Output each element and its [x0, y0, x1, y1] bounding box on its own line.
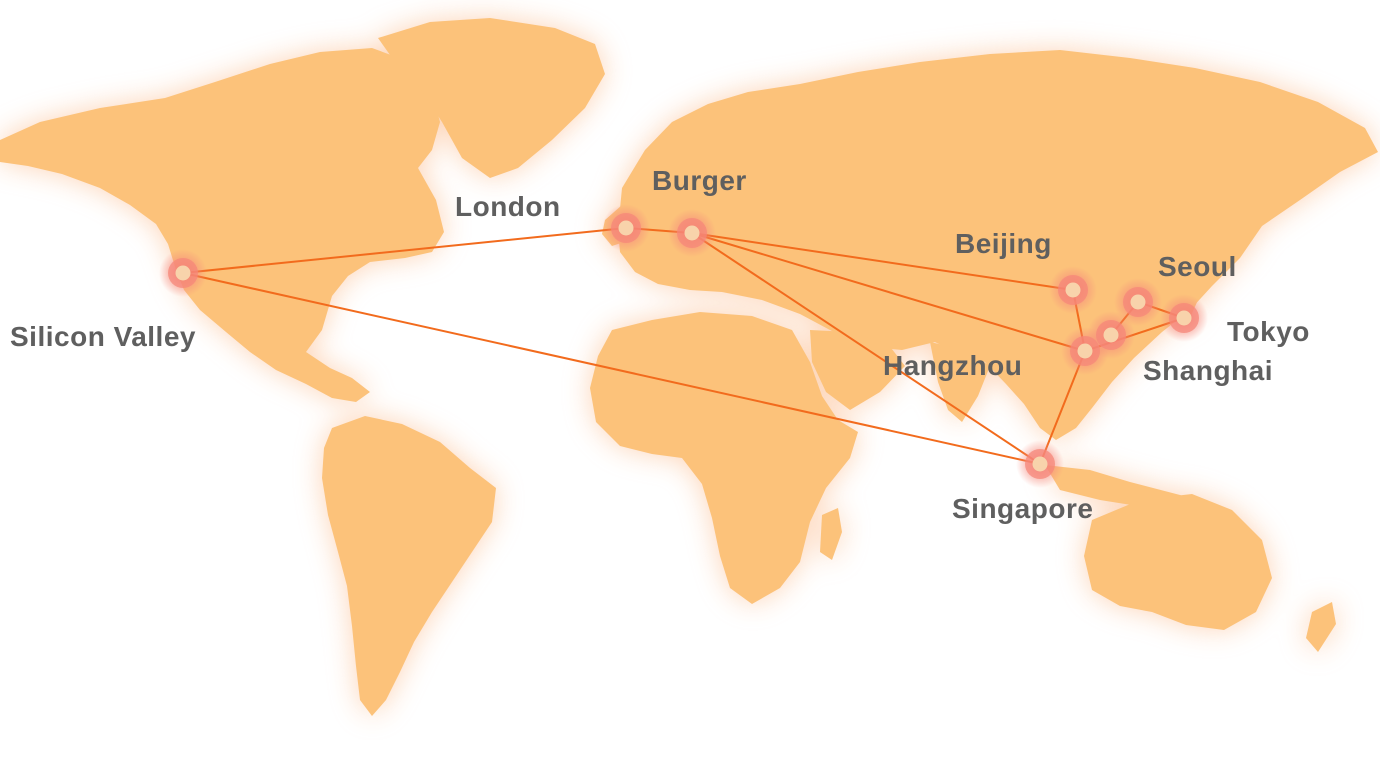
marker-dot: [684, 225, 700, 241]
marker-dot: [1176, 310, 1192, 326]
city-marker-silicon-valley[interactable]: [159, 249, 207, 297]
route-burger-to-hangzhou: [691, 232, 1086, 352]
city-label-tokyo: Tokyo: [1227, 316, 1310, 347]
greenland-landmass: [378, 18, 605, 178]
city-label-shanghai: Shanghai: [1143, 355, 1274, 386]
marker-dot: [618, 220, 634, 236]
city-marker-hangzhou[interactable]: [1061, 327, 1109, 375]
city-label-beijing: Beijing: [955, 228, 1052, 259]
city-marker-tokyo[interactable]: [1160, 294, 1208, 342]
new-zealand-landmass: [1306, 602, 1336, 652]
route-burger-to-beijing: [691, 232, 1074, 291]
marker-dot: [1077, 343, 1093, 359]
marker-dot: [1065, 282, 1081, 298]
continents: [0, 18, 1378, 716]
marker-dot: [1103, 327, 1119, 343]
city-marker-singapore[interactable]: [1016, 440, 1064, 488]
city-label-hangzhou: Hangzhou: [883, 350, 1023, 381]
city-marker-beijing[interactable]: [1049, 266, 1097, 314]
south-america-landmass: [322, 416, 496, 716]
city-marker-london[interactable]: [602, 204, 650, 252]
city-marker-burger[interactable]: [668, 209, 716, 257]
arabia-landmass: [810, 330, 905, 410]
route-silicon-valley-to-london: [182, 227, 627, 274]
marker-dot: [1130, 294, 1146, 310]
city-label-singapore: Singapore: [952, 493, 1094, 524]
north-america-landmass: [0, 48, 444, 402]
eurasia-landmass: [618, 50, 1378, 440]
marker-dot: [1032, 456, 1048, 472]
city-label-silicon-valley: Silicon Valley: [10, 321, 196, 352]
australia-landmass: [1084, 494, 1272, 630]
route-silicon-valley-to-singapore: [182, 272, 1041, 465]
city-label-burger: Burger: [652, 165, 747, 196]
india-landmass: [930, 342, 990, 422]
city-markers: [159, 204, 1208, 488]
africa-landmass: [590, 312, 858, 604]
city-label-london: London: [455, 191, 561, 222]
marker-dot: [175, 265, 191, 281]
city-marker-seoul[interactable]: [1114, 278, 1162, 326]
madagascar-landmass: [820, 508, 842, 560]
route-burger-to-singapore: [691, 232, 1041, 465]
city-label-seoul: Seoul: [1158, 251, 1237, 282]
